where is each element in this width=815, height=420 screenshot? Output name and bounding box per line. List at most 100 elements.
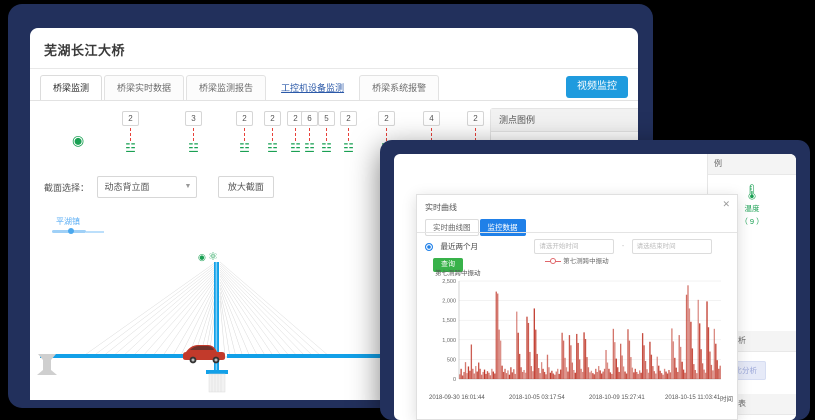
chart-bar [700, 349, 702, 379]
chart-bar [565, 367, 568, 379]
title-divider [30, 68, 638, 69]
chart-bar [637, 373, 639, 379]
query-button[interactable]: 查询 [433, 257, 463, 272]
chart-bar [520, 367, 522, 379]
chart-bar [489, 375, 492, 379]
chart-bar [460, 368, 462, 379]
sensor-node-5[interactable]: 6 ☳ [301, 108, 318, 155]
chart-bar [538, 368, 540, 379]
tab-0[interactable]: 桥梁监测 [40, 75, 103, 100]
sensor-count-badge: 6 [301, 111, 318, 126]
sensor-node-7[interactable]: 2 ☳ [340, 108, 357, 155]
sensor-node-2[interactable]: 2 ☳ [236, 108, 253, 155]
chart-x-tick: 2018-10-05 03:17:54 [509, 395, 565, 401]
sensor-icon[interactable]: ☳ [343, 141, 354, 155]
video-surveillance-button[interactable]: 视频监控 [566, 76, 628, 98]
tabbar-divider [30, 100, 638, 101]
sensor-icon[interactable]: ☳ [239, 141, 250, 155]
section-select-dropdown[interactable]: 动态背立面 ▼ [97, 176, 198, 198]
sensor-leader-line [309, 128, 310, 141]
chart-bar [543, 371, 546, 379]
chart-bar [614, 342, 616, 379]
chart-bar [701, 363, 704, 379]
chart-y-tick: 2,000 [442, 299, 456, 305]
chart-bar [505, 373, 508, 379]
chart-bar [492, 371, 494, 379]
chart-bar [639, 370, 641, 379]
bridge-deck-left [40, 354, 205, 358]
chart-bar [499, 340, 502, 379]
chart-bar [494, 373, 496, 379]
sensor-node-6[interactable]: 5 ☳ [318, 108, 335, 155]
chart-bar [511, 372, 514, 379]
close-icon[interactable]: ✕ [722, 199, 730, 209]
dialog-tabbar: 实时曲线图 监控数据 [425, 217, 527, 236]
vibration-bar-chart[interactable]: 0 500 1,000 1,500 2,000 2,500 [433, 277, 725, 393]
gauge-icon[interactable]: ◉ [72, 132, 85, 148]
tab-1[interactable]: 桥梁实时数据 [104, 75, 185, 100]
tab-2[interactable]: 桥梁监测报告 [186, 75, 267, 100]
section-select-value: 动态背立面 [104, 182, 150, 192]
chart-bar [472, 368, 474, 379]
sensor-leader-line [272, 128, 273, 141]
bridge-position-slider[interactable] [52, 228, 86, 234]
chart-bar [517, 332, 519, 379]
chart-bar [524, 372, 527, 379]
chart-bar [620, 343, 622, 379]
chart-bar [646, 369, 648, 379]
chart-bar [592, 373, 594, 379]
zoom-section-button[interactable]: 放大截面 [217, 176, 274, 198]
chart-bar [564, 357, 566, 379]
chart-bar [461, 375, 464, 379]
chart-bar [650, 354, 653, 379]
recent-two-months-radio[interactable] [425, 242, 433, 251]
sensor-node-1[interactable]: 3 ☳ [185, 108, 202, 155]
chart-bar [622, 366, 625, 379]
start-date-input[interactable]: 请选开始时间 [534, 239, 615, 255]
pylon-highlight [215, 262, 218, 370]
chart-bar [636, 371, 638, 379]
sensor-icon[interactable]: ☳ [304, 141, 315, 155]
chart-bar [609, 372, 612, 379]
sensor-icon[interactable]: ☳ [125, 141, 136, 155]
chart-bar [687, 285, 689, 379]
dialog-tab-1[interactable]: 监控数据 [479, 219, 526, 236]
chart-bar [716, 360, 718, 379]
dialog-window-content: 例 🌡 温度 （ 9 ） 对比分析 对比分析 测点列表 实时曲线 ✕ 实时曲线图… [394, 154, 796, 420]
sensor-count-badge: 2 [236, 111, 253, 126]
chart-y-tick: 1,000 [442, 338, 456, 344]
chart-bar [514, 373, 516, 379]
chart-y-tick: 1,500 [442, 318, 456, 324]
thermometer-icon[interactable]: 🌡 [742, 184, 762, 201]
chart-bar [577, 342, 579, 379]
tab-4[interactable]: 桥梁系统报警 [359, 75, 440, 100]
sensor-node-3[interactable]: 2 ☳ [264, 108, 281, 155]
end-date-input[interactable]: 请选结束时间 [631, 239, 712, 255]
chart-x-axis-title: 时间 [720, 396, 733, 403]
gauge-icon[interactable]: ◉ [72, 132, 85, 148]
chart-bar [718, 368, 720, 379]
chart-bar [662, 374, 664, 379]
chart-bar [678, 335, 680, 379]
dialog-tab-0[interactable]: 实时曲线图 [425, 219, 479, 236]
sensor-icon[interactable]: ☳ [321, 141, 332, 155]
sensor-leader-line [326, 128, 327, 141]
chart-bar [719, 365, 721, 379]
chart-legend[interactable]: 第七测跨中振动 [417, 255, 737, 265]
tab-3[interactable]: 工控机设备监测 [281, 83, 345, 93]
sensor-node-0[interactable]: 2 ☳ [122, 108, 139, 155]
chart-bar [573, 369, 575, 379]
sensor-count-badge: 2 [122, 111, 139, 126]
sensor-leader-line [386, 128, 387, 141]
sensor-icon[interactable]: ☳ [267, 141, 278, 155]
bridge-diagram: ⚛ ◉ [37, 251, 397, 393]
sensor-icon[interactable]: ☳ [290, 141, 301, 155]
sensor-icon[interactable]: ☳ [188, 141, 199, 155]
chart-bar [706, 301, 708, 379]
chart-bar [659, 370, 661, 379]
chart-bar [576, 333, 578, 379]
sensor-leader-line [475, 128, 476, 141]
chart-bar [495, 291, 497, 379]
chart-bar [653, 371, 655, 379]
sensor-leader-line [244, 128, 245, 141]
